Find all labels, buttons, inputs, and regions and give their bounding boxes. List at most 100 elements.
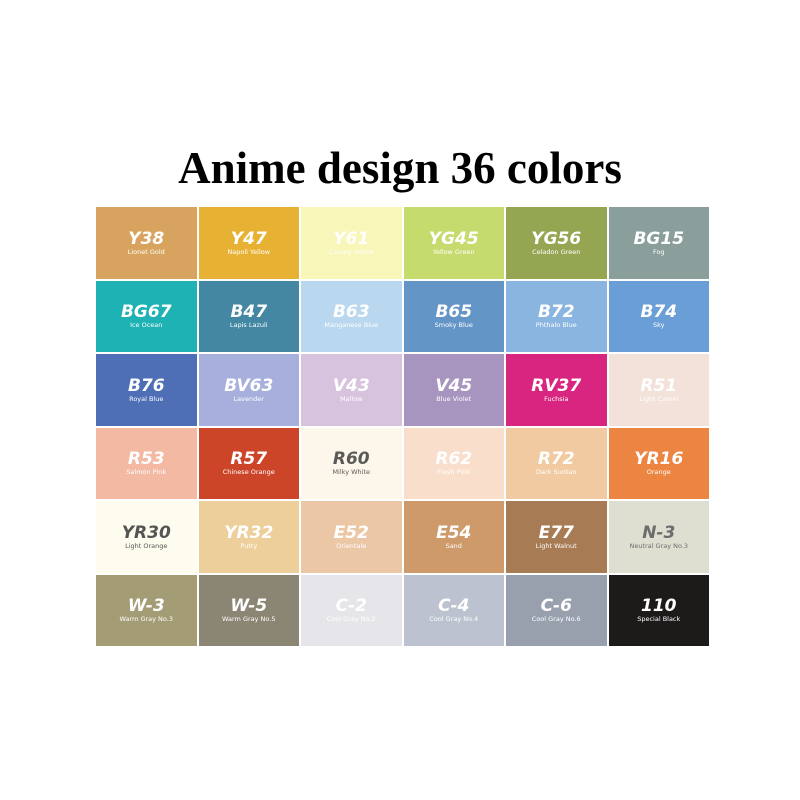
- swatch-code: R72: [537, 449, 575, 470]
- swatch-code: B72: [537, 302, 575, 323]
- swatch-name: Yellow Green: [432, 247, 475, 256]
- swatch-code: 110: [641, 596, 677, 617]
- swatch-name: Fog: [652, 247, 665, 256]
- color-swatch: C-6 Cool Gray No.6: [506, 574, 607, 646]
- swatch-name: Fuchsia: [544, 394, 569, 403]
- swatch-name: Blue Violet: [436, 394, 472, 403]
- color-swatch: YR32 Putty: [198, 501, 299, 573]
- swatch-code: Y47: [230, 228, 267, 249]
- swatch-code: E54: [436, 522, 472, 543]
- color-swatch-grid: Y38 Lionet Gold Y47 Napoli Yellow Y61 Canary …: [96, 207, 709, 646]
- color-swatch: Y61 Canary Yellow: [301, 207, 402, 279]
- swatch-name: Chinese Orange: [222, 468, 275, 477]
- swatch-code: YG56: [531, 228, 582, 249]
- color-swatch: B65 Smoky Blue: [403, 280, 504, 352]
- swatch-code: E77: [538, 522, 574, 543]
- color-swatch: E52 Orientale: [301, 501, 402, 573]
- swatch-name: Cool Gray No.4: [429, 615, 479, 624]
- color-swatch: B72 Phthalo Blue: [506, 280, 607, 352]
- swatch-code: R62: [435, 449, 473, 470]
- swatch-name: Neutral Gray No.3: [629, 541, 689, 550]
- color-swatch: V45 Blue Violet: [403, 354, 504, 426]
- swatch-code: C-6: [540, 596, 572, 617]
- color-swatch: R53 Salmon Pink: [96, 427, 197, 499]
- swatch-code: R60: [332, 449, 370, 470]
- swatch-name: Cool Gray No.6: [531, 615, 581, 624]
- color-swatch: 110 Special Black: [608, 574, 709, 646]
- swatch-name: Flesh Pink: [437, 468, 471, 477]
- swatch-name: Light Orange: [125, 541, 168, 550]
- swatch-name: Orange: [646, 468, 671, 477]
- color-swatch: B47 Lapis Lazuli: [198, 280, 299, 352]
- swatch-name: Milky White: [332, 468, 371, 477]
- swatch-name: Light Camel: [639, 394, 679, 403]
- swatch-code: YG45: [428, 228, 479, 249]
- color-swatch: R60 Milky White: [301, 427, 402, 499]
- swatch-code: C-2: [335, 596, 367, 617]
- swatch-code: V43: [332, 375, 370, 396]
- swatch-name: Smoky Blue: [434, 321, 473, 330]
- color-swatch: R51 Light Camel: [608, 354, 709, 426]
- swatch-name: Orientale: [336, 541, 367, 550]
- color-swatch: RV37 Fuchsia: [506, 354, 607, 426]
- color-swatch: B76 Royal Blue: [96, 354, 197, 426]
- swatch-name: Sand: [445, 541, 462, 550]
- swatch-code: W-5: [230, 596, 268, 617]
- swatch-name: Lionet Gold: [127, 247, 165, 256]
- color-swatch: BG67 Ice Ocean: [96, 280, 197, 352]
- swatch-name: Celadon Green: [532, 247, 581, 256]
- color-swatch: R62 Flesh Pink: [403, 427, 504, 499]
- swatch-name: Royal Blue: [129, 394, 164, 403]
- color-swatch: YG45 Yellow Green: [403, 207, 504, 279]
- color-swatch: R72 Dark Suntan: [506, 427, 607, 499]
- color-swatch: B63 Manganese Blue: [301, 280, 402, 352]
- swatch-code: N-3: [642, 522, 676, 543]
- swatch-code: YR32: [224, 522, 274, 543]
- swatch-name: Sky: [652, 321, 665, 330]
- swatch-name: Cool Gray No.2: [326, 615, 376, 624]
- swatch-code: BG15: [633, 228, 685, 249]
- swatch-name: Phthalo Blue: [535, 321, 577, 330]
- color-swatch: YR16 Orange: [608, 427, 709, 499]
- swatch-code: B74: [640, 302, 678, 323]
- swatch-code: Y38: [128, 228, 165, 249]
- swatch-code: BG67: [120, 302, 172, 323]
- color-swatch: BG15 Fog: [608, 207, 709, 279]
- color-swatch: V43 Mallow: [301, 354, 402, 426]
- swatch-code: RV37: [531, 375, 582, 396]
- color-swatch: BV63 Lavender: [198, 354, 299, 426]
- swatch-name: Special Black: [637, 615, 681, 624]
- color-swatch: YR30 Light Orange: [96, 501, 197, 573]
- swatch-name: Canary Yellow: [328, 247, 374, 256]
- swatch-name: Ice Ocean: [130, 321, 163, 330]
- swatch-code: BV63: [224, 375, 274, 396]
- swatch-code: E52: [333, 522, 369, 543]
- swatch-name: Light Walnut: [535, 541, 577, 550]
- color-swatch: W-3 Warm Gray No.3: [96, 574, 197, 646]
- swatch-code: YR16: [634, 449, 684, 470]
- swatch-name: Mallow: [340, 394, 363, 403]
- swatch-name: Warm Gray No.5: [222, 615, 276, 624]
- color-swatch: N-3 Neutral Gray No.3: [608, 501, 709, 573]
- swatch-name: Napoli Yellow: [227, 247, 271, 256]
- color-swatch: E54 Sand: [403, 501, 504, 573]
- swatch-code: R53: [127, 449, 165, 470]
- swatch-name: Lapis Lazuli: [229, 321, 268, 330]
- swatch-name: Dark Suntan: [535, 468, 577, 477]
- swatch-code: B47: [230, 302, 268, 323]
- swatch-name: Putty: [240, 541, 258, 550]
- swatch-code: V45: [435, 375, 473, 396]
- color-swatch: Y38 Lionet Gold: [96, 207, 197, 279]
- swatch-code: B65: [435, 302, 473, 323]
- swatch-name: Manganese Blue: [324, 321, 379, 330]
- color-swatch: C-2 Cool Gray No.2: [301, 574, 402, 646]
- swatch-code: C-4: [438, 596, 470, 617]
- color-swatch: R57 Chinese Orange: [198, 427, 299, 499]
- color-swatch: YG56 Celadon Green: [506, 207, 607, 279]
- page-title: Anime design 36 colors: [178, 143, 622, 193]
- swatch-code: B63: [332, 302, 370, 323]
- swatch-code: YR30: [121, 522, 171, 543]
- color-swatch: B74 Sky: [608, 280, 709, 352]
- color-swatch: C-4 Cool Gray No.4: [403, 574, 504, 646]
- swatch-code: Y61: [333, 228, 370, 249]
